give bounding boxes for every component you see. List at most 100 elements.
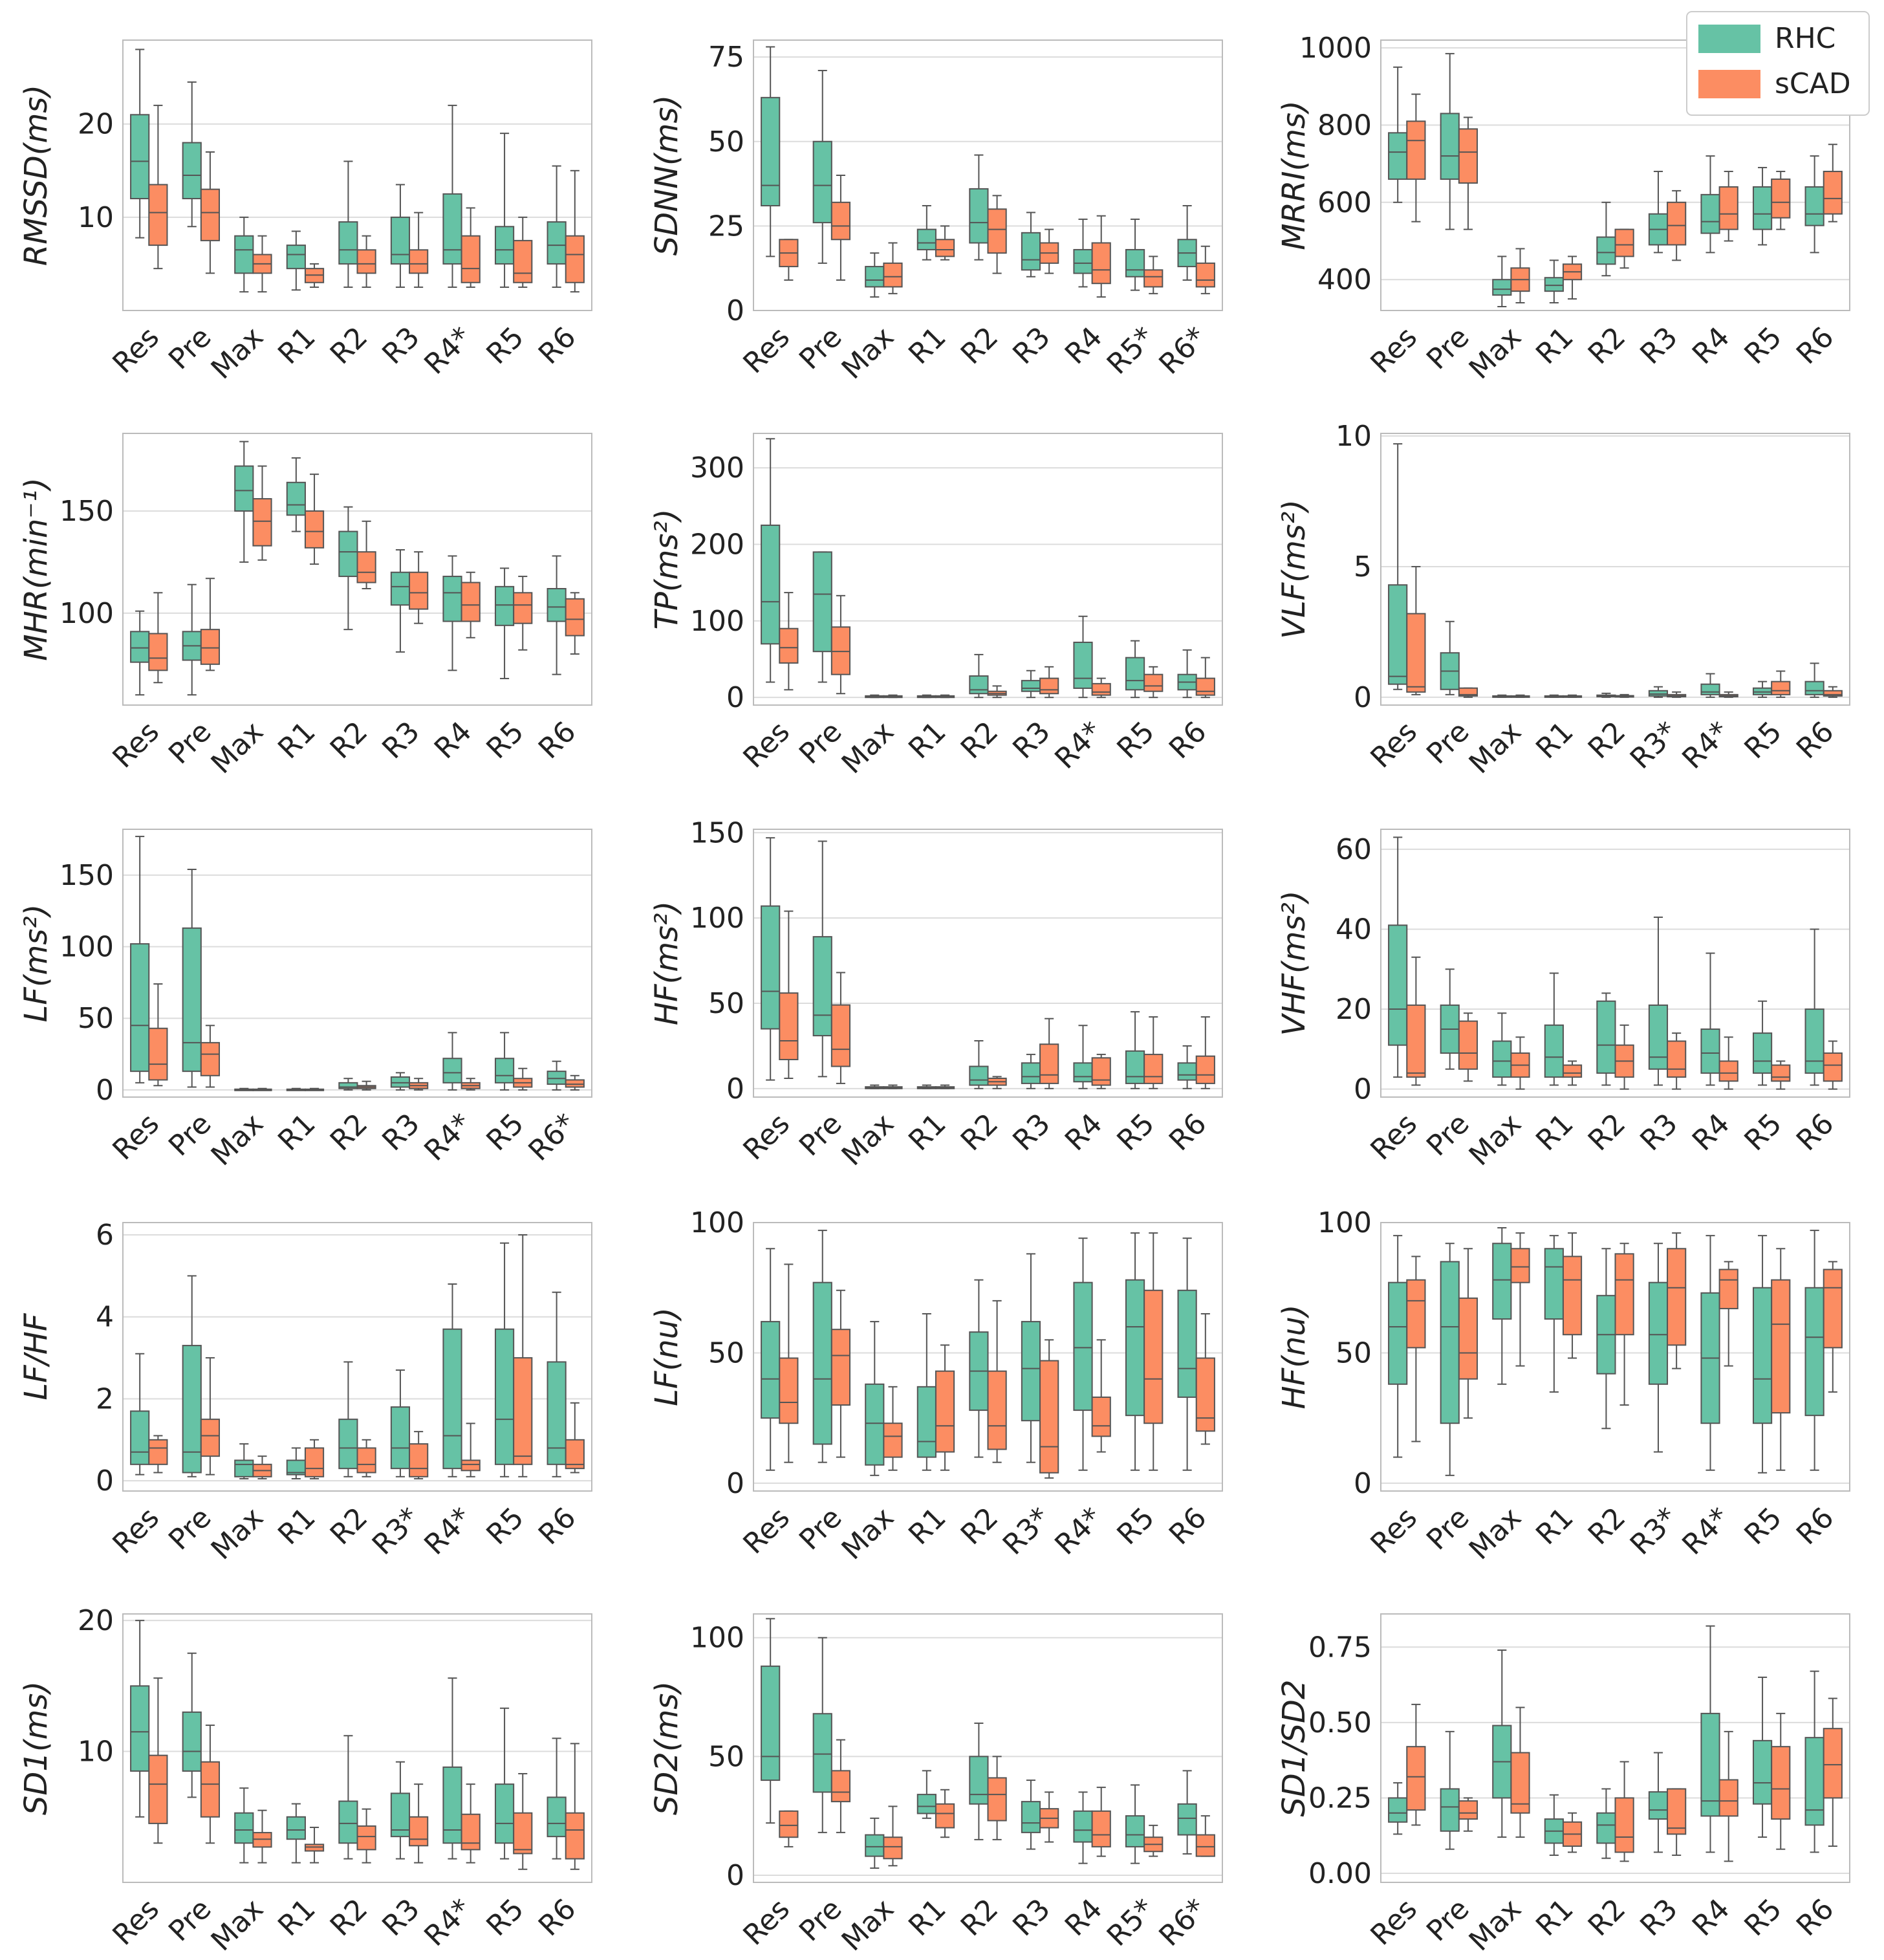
- iqr-box: [547, 221, 567, 265]
- iqr-box: [1073, 1810, 1093, 1843]
- x-tick-label: Max: [836, 1893, 900, 1957]
- box-rhc-pre: [1440, 52, 1460, 230]
- iqr-box: [182, 1711, 202, 1772]
- box-scad-pre: [200, 1025, 221, 1088]
- x-tick-label: R1: [272, 715, 321, 765]
- y-tick-label: 75: [708, 41, 744, 74]
- iqr-box: [442, 576, 462, 622]
- x-tick-label: R1: [902, 715, 952, 765]
- x-tick-label: R1: [902, 1107, 952, 1157]
- iqr-box: [1021, 232, 1041, 271]
- iqr-box: [830, 201, 851, 241]
- x-tick-label: R3: [1006, 1107, 1056, 1157]
- box-rhc-r1: [1544, 694, 1564, 698]
- box-rhc-r3: [1021, 1054, 1041, 1089]
- x-tick-label: R4: [1686, 321, 1736, 371]
- box-rhc-max: [865, 694, 885, 699]
- iqr-box: [1752, 186, 1773, 230]
- iqr-box: [1823, 1269, 1843, 1349]
- box-rhc-r6: [1177, 1045, 1197, 1089]
- iqr-box: [1544, 277, 1564, 292]
- iqr-box: [1021, 680, 1041, 692]
- y-tick-label: 0: [726, 294, 744, 327]
- iqr-box: [1073, 1062, 1093, 1083]
- iqr-box: [883, 1836, 903, 1860]
- box-scad-r3: [1039, 1791, 1059, 1843]
- iqr-box: [1458, 687, 1478, 697]
- y-tick-label: 1000: [1299, 32, 1372, 65]
- x-tick-label: R6: [532, 1893, 582, 1943]
- box-rhc-res: [761, 1248, 781, 1471]
- iqr-box: [1039, 1043, 1059, 1084]
- iqr-box: [1195, 1055, 1215, 1084]
- box-scad-r3: [409, 212, 429, 288]
- iqr-box: [1510, 1248, 1530, 1283]
- x-tick-label: R1: [902, 321, 952, 371]
- box-scad-res: [1406, 565, 1426, 695]
- box-rhc-r1: [1544, 1794, 1564, 1857]
- box-scad-max: [883, 1084, 903, 1089]
- box-scad-pre: [200, 151, 221, 274]
- iqr-box: [1143, 673, 1164, 692]
- iqr-box: [1562, 1064, 1583, 1078]
- iqr-box: [1195, 262, 1215, 288]
- box-scad-r6: [1823, 1261, 1843, 1393]
- box-scad-pre: [200, 1357, 221, 1475]
- box-rhc-res: [761, 1618, 781, 1824]
- iqr-box: [390, 1792, 411, 1838]
- box-rhc-max: [234, 216, 254, 293]
- iqr-box: [409, 571, 429, 610]
- x-tick-label: R1: [272, 1501, 321, 1551]
- iqr-box: [1823, 171, 1843, 215]
- x-tick-label: Max: [1463, 1107, 1528, 1172]
- box-rhc-r6: [1804, 662, 1824, 698]
- box-scad-r4: [460, 207, 481, 288]
- box-rhc-res: [1388, 1782, 1408, 1835]
- iqr-box: [1804, 1737, 1824, 1826]
- iqr-box: [1667, 1788, 1687, 1835]
- box-scad-r1: [1562, 694, 1583, 698]
- y-tick-label: 10: [78, 201, 114, 234]
- iqr-box: [883, 262, 903, 288]
- box-scad-r3: [1039, 1018, 1059, 1089]
- box-scad-r4: [1091, 1054, 1111, 1089]
- box-scad-pre: [830, 594, 851, 695]
- iqr-box: [1700, 1028, 1720, 1074]
- iqr-box: [252, 1832, 272, 1848]
- box-rhc-res: [1388, 1235, 1408, 1458]
- x-tick-label: R4*: [1048, 715, 1109, 776]
- box-scad-r5: [1143, 256, 1164, 294]
- iqr-box: [390, 1076, 411, 1088]
- iqr-box: [1648, 1791, 1669, 1820]
- iqr-box: [409, 1816, 429, 1847]
- x-tick-label: R5: [1110, 715, 1160, 765]
- iqr-box: [1039, 677, 1059, 695]
- box-scad-max: [883, 242, 903, 294]
- iqr-box: [1752, 687, 1773, 695]
- x-tick-label: R3: [1006, 321, 1056, 371]
- box-scad-r3: [1667, 1788, 1687, 1857]
- box-rhc-r3: [390, 549, 411, 653]
- iqr-box: [865, 1834, 885, 1857]
- x-tick-label: R3: [1006, 1893, 1056, 1943]
- plot-frame: [753, 1613, 1223, 1883]
- x-tick-label: R4*: [418, 1501, 478, 1562]
- x-tick-label: R6*: [1153, 1893, 1213, 1953]
- x-tick-label: R6*: [522, 1107, 582, 1168]
- box-rhc-r6: [1804, 1670, 1824, 1853]
- box-rhc-r6: [1177, 1770, 1197, 1855]
- box-scad-pre: [830, 1739, 851, 1833]
- y-tick-label: 0.50: [1308, 1706, 1372, 1739]
- box-scad-r5: [1143, 1824, 1164, 1857]
- iqr-box: [1771, 1746, 1791, 1820]
- iqr-box: [1091, 682, 1111, 696]
- iqr-box: [200, 1041, 221, 1076]
- y-tick-label: 800: [1317, 109, 1372, 142]
- iqr-box: [1125, 1050, 1145, 1084]
- iqr-box: [1177, 1289, 1197, 1398]
- iqr-box: [234, 465, 254, 512]
- iqr-box: [1804, 681, 1824, 695]
